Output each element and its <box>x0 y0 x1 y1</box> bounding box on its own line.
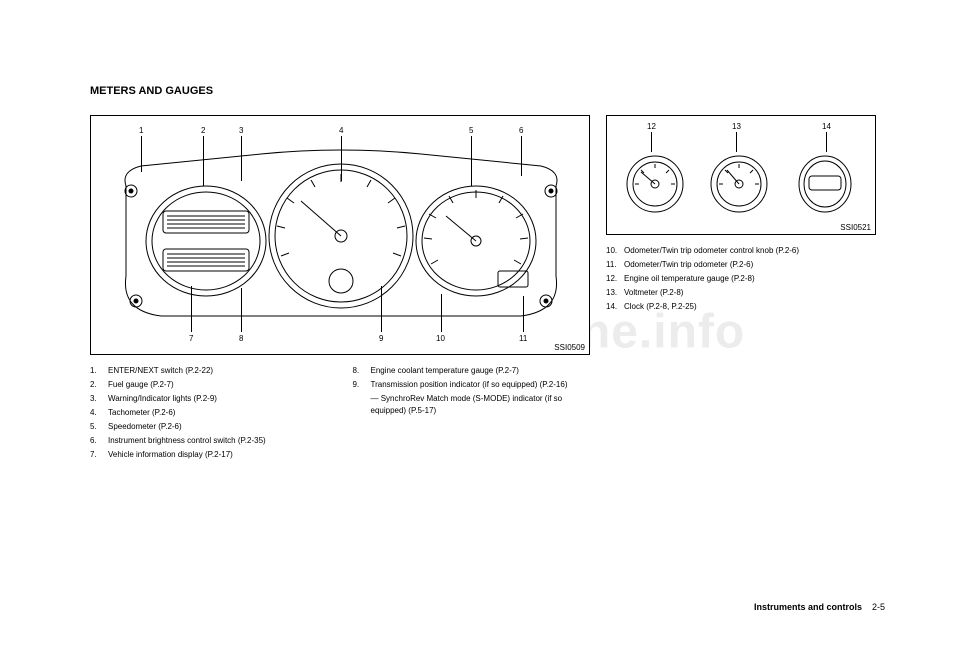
legend-text: Odometer/Twin trip odometer (P.2-6) <box>624 259 753 271</box>
legend-num: 1. <box>90 365 108 377</box>
legend-text: Instrument brightness control switch (P.… <box>108 435 266 447</box>
legend-item: 6.Instrument brightness control switch (… <box>90 435 328 447</box>
legend-text: Fuel gauge (P.2-7) <box>108 379 174 391</box>
legend-text: Odometer/Twin trip odometer control knob… <box>624 245 799 257</box>
legend-item: 5.Speedometer (P.2-6) <box>90 421 328 433</box>
legend-num: 10. <box>606 245 624 257</box>
figure-main: 1 2 3 4 5 6 7 8 <box>90 115 590 355</box>
small-gauges-svg <box>607 116 875 234</box>
leader <box>203 136 204 186</box>
callout-4: 4 <box>339 126 343 135</box>
legend-item: 1.ENTER/NEXT switch (P.2-22) <box>90 365 328 377</box>
legend-text: Warning/Indicator lights (P.2-9) <box>108 393 217 405</box>
leader <box>341 136 342 181</box>
callout-11: 11 <box>519 334 527 343</box>
legend-text: Transmission position indicator (if so e… <box>371 379 568 391</box>
leader <box>241 136 242 181</box>
leader <box>191 286 192 332</box>
leader <box>826 132 827 152</box>
footer-section: Instruments and controls <box>754 602 862 612</box>
figure-main-code: SSI0509 <box>554 343 585 352</box>
legend-num: 7. <box>90 449 108 461</box>
legend-right: 10.Odometer/Twin trip odometer control k… <box>606 245 885 313</box>
legend-item: 4.Tachometer (P.2-6) <box>90 407 328 419</box>
legend-text: Voltmeter (P.2-8) <box>624 287 683 299</box>
legend-item: 12.Engine oil temperature gauge (P.2-8) <box>606 273 885 285</box>
legend-item: 11.Odometer/Twin trip odometer (P.2-6) <box>606 259 885 271</box>
callout-7: 7 <box>189 334 193 343</box>
leader <box>441 294 442 332</box>
callout-5: 5 <box>469 126 473 135</box>
legend-num: 13. <box>606 287 624 299</box>
callout-12: 12 <box>647 122 656 131</box>
leader <box>241 288 242 332</box>
legend-num: 12. <box>606 273 624 285</box>
leader <box>523 296 524 332</box>
leader <box>521 136 522 176</box>
legend-num: 8. <box>353 365 371 377</box>
figure-small: 12 13 14 <box>606 115 876 235</box>
leader <box>651 132 652 152</box>
callout-9: 9 <box>379 334 383 343</box>
legend-num: 11. <box>606 259 624 271</box>
legend-text: Engine coolant temperature gauge (P.2-7) <box>371 365 519 377</box>
callout-6: 6 <box>519 126 523 135</box>
legend-item: 10.Odometer/Twin trip odometer control k… <box>606 245 885 257</box>
legend-text: Vehicle information display (P.2-17) <box>108 449 233 461</box>
page-footer: Instruments and controls 2-5 <box>754 602 885 612</box>
legend-num: 3. <box>90 393 108 405</box>
legend-num: 2. <box>90 379 108 391</box>
legend-item: 14.Clock (P.2-8, P.2-25) <box>606 301 885 313</box>
callout-13: 13 <box>732 122 741 131</box>
leader <box>471 136 472 186</box>
leader <box>736 132 737 152</box>
page-title: METERS AND GAUGES <box>90 85 885 97</box>
cluster-svg <box>91 116 589 354</box>
legend-num: 14. <box>606 301 624 313</box>
legend-text: Tachometer (P.2-6) <box>108 407 175 419</box>
legend-text: Engine oil temperature gauge (P.2-8) <box>624 273 755 285</box>
legend-text: Speedometer (P.2-6) <box>108 421 182 433</box>
callout-3: 3 <box>239 126 243 135</box>
figure-small-code: SSI0521 <box>840 223 871 232</box>
legend-item: 8.Engine coolant temperature gauge (P.2-… <box>353 365 591 377</box>
legend-item: 2.Fuel gauge (P.2-7) <box>90 379 328 391</box>
callout-8: 8 <box>239 334 243 343</box>
leader <box>381 286 382 332</box>
legend-item: 9.Transmission position indicator (if so… <box>353 379 591 391</box>
callout-14: 14 <box>822 122 831 131</box>
footer-page: 2-5 <box>872 602 885 612</box>
legend-item: 3.Warning/Indicator lights (P.2-9) <box>90 393 328 405</box>
legend-item: 13.Voltmeter (P.2-8) <box>606 287 885 299</box>
legend-subitem: — SynchroRev Match mode (S-MODE) indica­… <box>371 393 591 417</box>
callout-2: 2 <box>201 126 205 135</box>
legend-num: 4. <box>90 407 108 419</box>
legend-num: 9. <box>353 379 371 391</box>
callout-1: 1 <box>139 126 143 135</box>
legend-text: Clock (P.2-8, P.2-25) <box>624 301 697 313</box>
legend-num: 5. <box>90 421 108 433</box>
legend-num: 6. <box>90 435 108 447</box>
leader <box>141 136 142 172</box>
legend-text: ENTER/NEXT switch (P.2-22) <box>108 365 213 377</box>
callout-10: 10 <box>436 334 445 343</box>
legend-main: 1.ENTER/NEXT switch (P.2-22)2.Fuel gauge… <box>90 365 590 463</box>
legend-item: 7.Vehicle information display (P.2-17) <box>90 449 328 461</box>
